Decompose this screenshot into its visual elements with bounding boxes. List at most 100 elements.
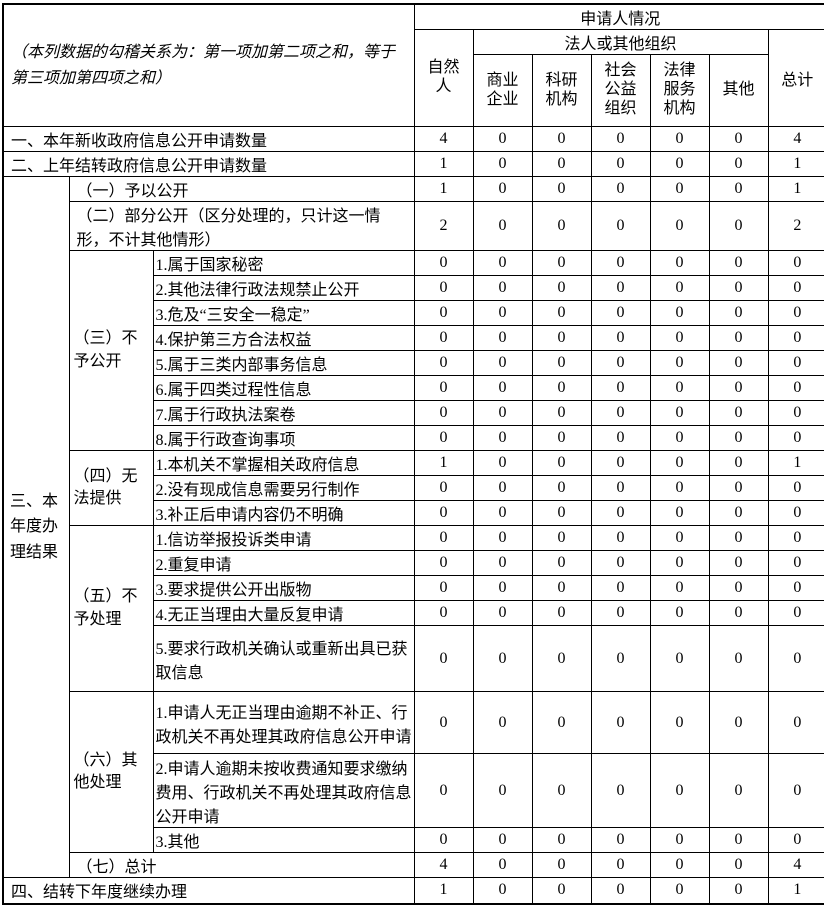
value-cell: 0 xyxy=(649,525,710,551)
value-cell: 0 xyxy=(590,475,651,501)
value-cell: 0 xyxy=(590,575,651,601)
value-cell: 0 xyxy=(531,827,592,853)
value-cell: 0 xyxy=(708,176,769,202)
value-cell: 0 xyxy=(531,753,592,828)
value-cell: 0 xyxy=(708,350,769,376)
value-cell: 0 xyxy=(708,625,769,692)
table-row: 3.危及“三安全一稳定” 0 0 0 0 0 0 0 xyxy=(3,300,824,326)
value-cell: 2 xyxy=(413,201,474,251)
value-cell: 0 xyxy=(531,450,592,476)
table-row: 一、本年新收政府信息公开申请数量 4 0 0 0 0 0 4 xyxy=(2,126,824,152)
value-cell: 0 xyxy=(472,350,533,376)
value-cell: 0 xyxy=(708,575,769,601)
row-label: （七）总计 xyxy=(68,852,415,878)
row-label: 5.要求行政机关确认或重新出具已获取信息 xyxy=(152,625,415,692)
value-cell: 0 xyxy=(649,400,710,426)
value-cell: 4 xyxy=(767,852,824,878)
value-cell: 0 xyxy=(472,877,533,904)
report-page: （本列数据的勾稽关系为：第一项加第二项之和，等于第三项加第四项之和） 申请人情况… xyxy=(2,3,824,905)
value-cell: 0 xyxy=(590,400,651,426)
value-cell: 0 xyxy=(708,852,769,878)
value-cell: 0 xyxy=(472,250,533,276)
statistics-table: （本列数据的勾稽关系为：第一项加第二项之和，等于第三项加第四项之和） 申请人情况… xyxy=(2,3,824,905)
value-cell: 0 xyxy=(708,450,769,476)
value-cell: 0 xyxy=(531,475,592,501)
value-cell: 0 xyxy=(767,525,824,551)
row-label: 1.申请人无正当理由逾期不补正、行政机关不再处理其政府信息公开申请 xyxy=(152,691,415,754)
value-cell: 0 xyxy=(649,325,710,351)
value-cell: 0 xyxy=(649,550,710,576)
value-cell: 0 xyxy=(649,827,710,853)
value-cell: 0 xyxy=(531,250,592,276)
value-cell: 0 xyxy=(472,450,533,476)
header-total: 总计 xyxy=(767,29,824,127)
value-cell: 0 xyxy=(767,600,824,626)
row-label: 1.属于国家秘密 xyxy=(152,250,415,276)
table-row: 四、结转下年度继续办理 1 0 0 0 0 0 1 xyxy=(2,877,824,904)
value-cell: 0 xyxy=(472,852,533,878)
row-label: 5.属于三类内部事务信息 xyxy=(152,350,415,376)
value-cell: 0 xyxy=(649,275,710,301)
value-cell: 0 xyxy=(767,375,824,401)
header-social-welfare-org: 社会 公益 组织 xyxy=(590,54,651,127)
value-cell: 0 xyxy=(708,753,769,828)
value-cell: 0 xyxy=(590,625,651,692)
note-cell: （本列数据的勾稽关系为：第一项加第二项之和，等于第三项加第四项之和） xyxy=(2,3,415,127)
value-cell: 0 xyxy=(708,126,769,152)
value-cell: 0 xyxy=(649,350,710,376)
value-cell: 0 xyxy=(708,500,769,526)
value-cell: 0 xyxy=(531,126,592,152)
value-cell: 0 xyxy=(472,753,533,828)
value-cell: 0 xyxy=(649,500,710,526)
value-cell: 0 xyxy=(413,625,474,692)
value-cell: 4 xyxy=(413,126,474,152)
value-cell: 0 xyxy=(649,201,710,251)
value-cell: 0 xyxy=(413,250,474,276)
group-label: （五）不予处理 xyxy=(68,525,154,692)
table-row: （四）无法提供 1.本机关不掌握相关政府信息 1 0 0 0 0 0 1 xyxy=(3,450,824,526)
row-label: 1.信访举报投诉类申请 xyxy=(152,525,415,551)
value-cell: 0 xyxy=(708,691,769,754)
value-cell: 0 xyxy=(413,350,474,376)
value-cell: 2 xyxy=(767,201,824,251)
value-cell: 0 xyxy=(413,827,474,853)
value-cell: 0 xyxy=(531,275,592,301)
value-cell: 0 xyxy=(472,275,533,301)
table-row: 8.属于行政查询事项 0 0 0 0 0 0 0 xyxy=(3,425,824,451)
value-cell: 0 xyxy=(531,500,592,526)
value-cell: 0 xyxy=(531,375,592,401)
row-label: 2.申请人逾期未按收费通知要求缴纳费用、行政机关不再处理其政府信息公开申请 xyxy=(152,753,415,828)
value-cell: 0 xyxy=(590,300,651,326)
value-cell: 0 xyxy=(413,500,474,526)
value-cell: 1 xyxy=(413,877,474,904)
value-cell: 0 xyxy=(708,250,769,276)
table-row: 6.属于四类过程性信息 0 0 0 0 0 0 0 xyxy=(3,375,824,401)
value-cell: 0 xyxy=(531,151,592,177)
value-cell: 0 xyxy=(590,375,651,401)
value-cell: 0 xyxy=(531,691,592,754)
table-row: 2.申请人逾期未按收费通知要求缴纳费用、行政机关不再处理其政府信息公开申请 0 0 0… xyxy=(3,753,824,828)
value-cell: 0 xyxy=(767,325,824,351)
value-cell: 0 xyxy=(590,600,651,626)
value-cell: 1 xyxy=(413,176,474,202)
value-cell: 0 xyxy=(413,475,474,501)
value-cell: 0 xyxy=(472,325,533,351)
value-cell: 0 xyxy=(590,425,651,451)
value-cell: 0 xyxy=(590,250,651,276)
value-cell: 0 xyxy=(649,625,710,692)
value-cell: 0 xyxy=(649,176,710,202)
value-cell: 0 xyxy=(649,691,710,754)
value-cell: 0 xyxy=(708,400,769,426)
value-cell: 0 xyxy=(708,151,769,177)
value-cell: 1 xyxy=(767,877,824,904)
value-cell: 0 xyxy=(708,877,769,904)
row-label: 6.属于四类过程性信息 xyxy=(152,375,415,401)
header-natural-person: 自然 人 xyxy=(413,29,474,127)
value-cell: 0 xyxy=(767,575,824,601)
value-cell: 0 xyxy=(472,691,533,754)
value-cell: 0 xyxy=(472,525,533,551)
value-cell: 0 xyxy=(708,425,769,451)
value-cell: 0 xyxy=(531,525,592,551)
value-cell: 0 xyxy=(649,877,710,904)
value-cell: 0 xyxy=(531,176,592,202)
